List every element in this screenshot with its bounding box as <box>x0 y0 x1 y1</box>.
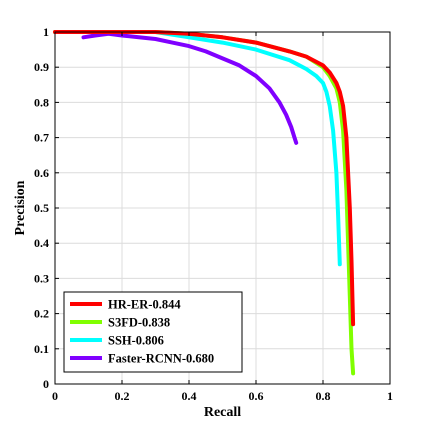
y-tick-label: 0.6 <box>34 166 49 180</box>
y-tick-label: 0.2 <box>34 307 49 321</box>
axis-ticks: 0 0.2 0.4 0.6 0.8 1 0 0.1 0.2 0.3 0.4 0.5 0.6 0.7 0.8 0… <box>34 25 393 403</box>
y-tick-label: 0.7 <box>34 131 49 145</box>
legend-label: HR-ER-0.844 <box>108 298 181 312</box>
x-tick-label: 0.4 <box>182 389 197 403</box>
y-tick-label: 0.3 <box>34 271 49 285</box>
y-tick-label: 0.9 <box>34 60 49 74</box>
legend: HR-ER-0.844 S3FD-0.838 SSH-0.806 Faster-RCN… <box>63 291 243 373</box>
legend-item: HR-ER-0.844 <box>70 298 181 312</box>
y-tick-label: 0.5 <box>34 201 49 215</box>
x-axis-label: Recall <box>204 405 241 420</box>
x-tick-label: 1 <box>387 389 393 403</box>
legend-label: S3FD-0.838 <box>108 316 170 330</box>
x-tick-label: 0.8 <box>316 389 331 403</box>
series-line-3 <box>81 31 299 145</box>
y-tick-label: 0.4 <box>34 236 49 250</box>
y-tick-label: 0.8 <box>34 95 49 109</box>
y-tick-label: 0.1 <box>34 342 49 356</box>
legend-item: S3FD-0.838 <box>70 316 170 330</box>
legend-item: SSH-0.806 <box>70 334 164 348</box>
y-tick-label: 1 <box>43 25 49 39</box>
y-axis-label: Precision <box>13 180 28 235</box>
x-tick-label: 0 <box>52 389 58 403</box>
legend-label: SSH-0.806 <box>108 334 164 348</box>
x-tick-label: 0.6 <box>249 389 264 403</box>
x-tick-label: 0.2 <box>115 389 130 403</box>
legend-label: Faster-RCNN-0.680 <box>108 352 214 366</box>
y-tick-label: 0 <box>43 377 49 391</box>
legend-item: Faster-RCNN-0.680 <box>70 352 214 366</box>
